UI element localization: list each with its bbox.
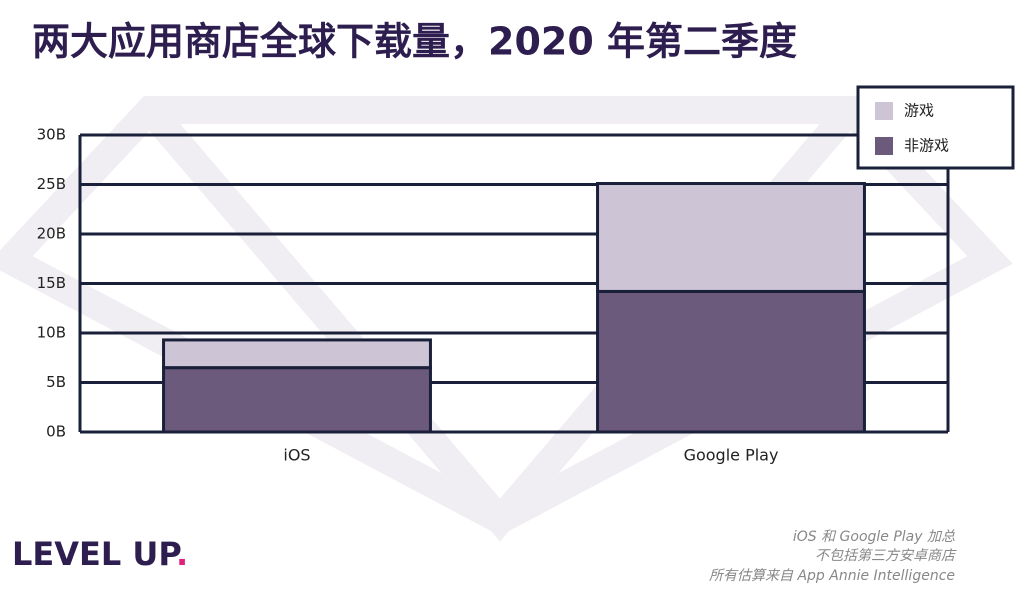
logo-text: LEVEL UP [12, 535, 181, 573]
bar-segment [596, 289, 866, 434]
y-tick-label: 5B [46, 373, 66, 391]
legend-label: 游戏 [904, 102, 934, 120]
legend-box [856, 85, 1015, 170]
chart-title: 两大应用商店全球下载量，2020 年第二季度 [32, 20, 797, 64]
logo: LEVEL UP. [12, 535, 188, 573]
y-tick-label: 15B [37, 274, 66, 292]
y-tick-label: 10B [37, 324, 66, 342]
bar-segment [162, 338, 432, 370]
logo-dot: . [176, 535, 188, 573]
y-tick-label: 20B [37, 225, 66, 243]
bar-segment [596, 182, 866, 293]
footnote: 所有估算来自 App Annie Intelligence [709, 568, 955, 584]
bar-segment [162, 366, 432, 434]
y-tick-label: 0B [46, 423, 66, 441]
legend-swatch [875, 137, 893, 155]
x-tick-label: iOS [283, 446, 310, 465]
legend-label: 非游戏 [904, 137, 949, 155]
footnote: 不包括第三方安卓商店 [815, 548, 957, 564]
y-tick-label: 25B [37, 175, 66, 193]
legend-swatch [875, 102, 893, 120]
y-tick-label: 30B [37, 126, 66, 144]
footnote: iOS 和 Google Play 加总 [793, 529, 955, 545]
x-tick-label: Google Play [684, 446, 779, 465]
